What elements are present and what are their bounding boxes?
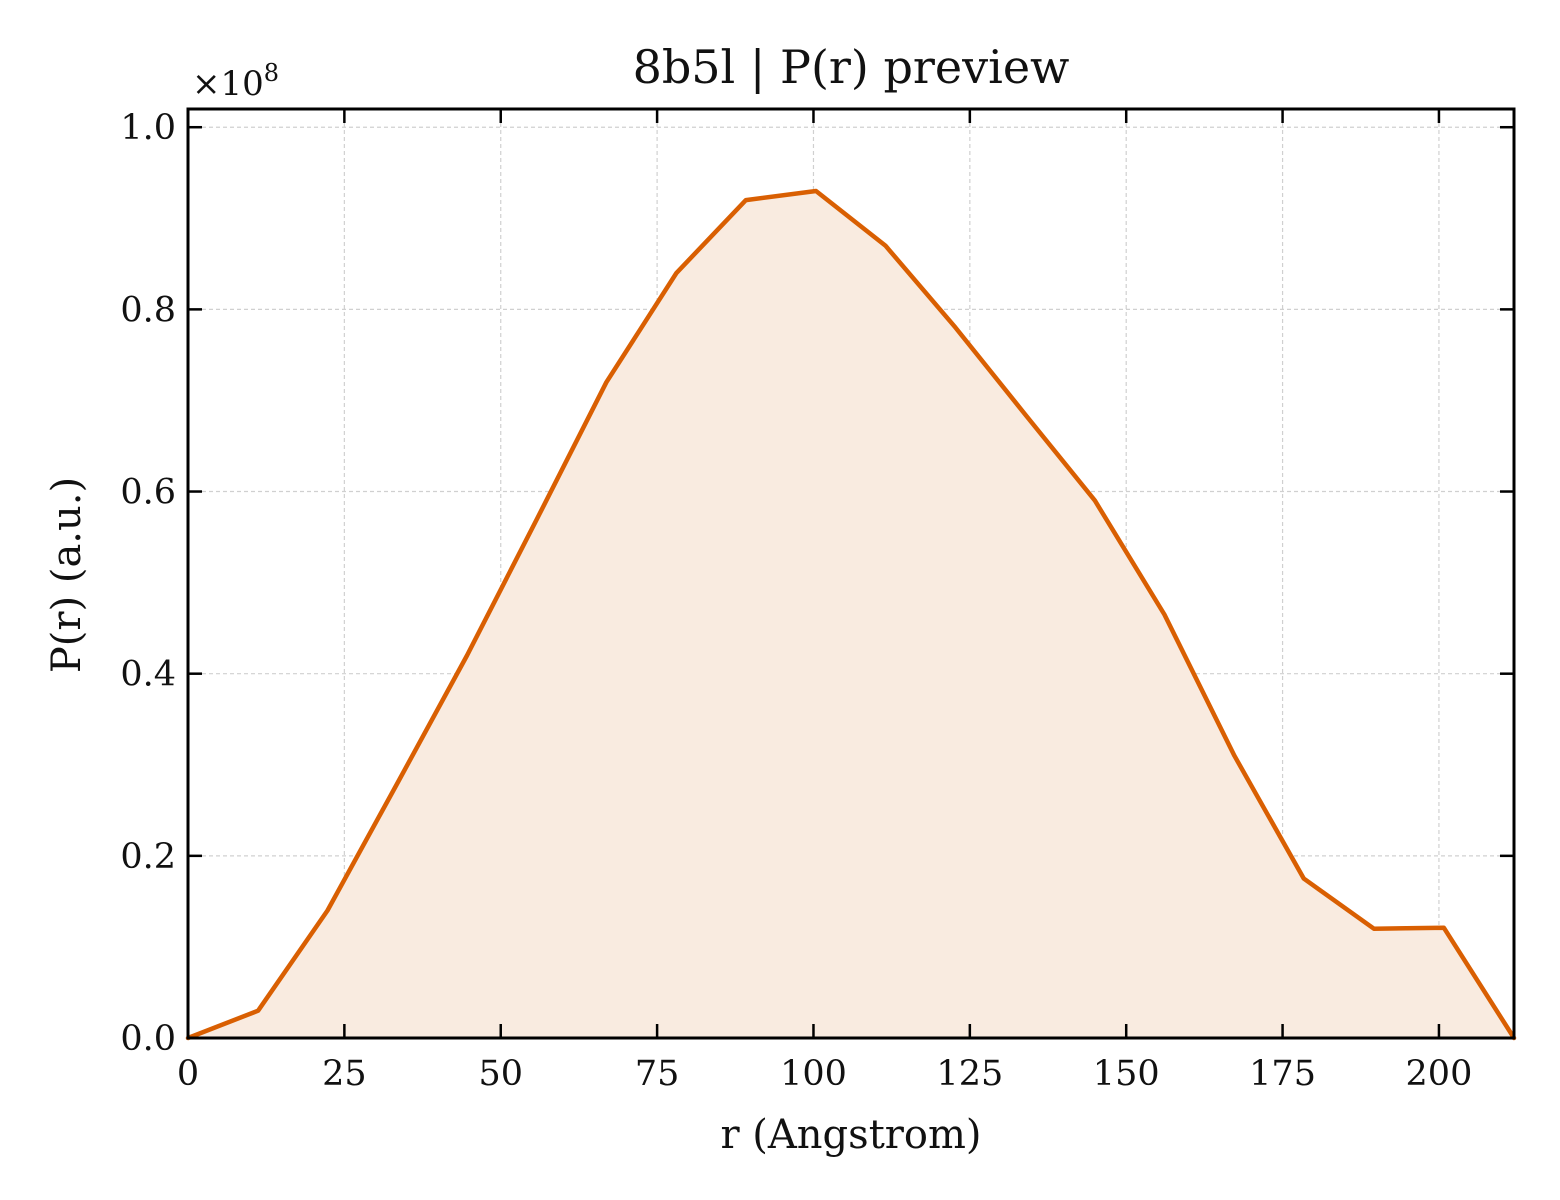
y-tick-label: 0.2	[120, 837, 176, 877]
x-tick-label: 200	[1406, 1054, 1473, 1094]
y-tick-label: 0.6	[120, 473, 176, 513]
x-tick-label: 175	[1249, 1054, 1316, 1094]
y-axis-offset-label: ×108	[192, 59, 279, 104]
y-axis-label: P(r) (a.u.)	[44, 477, 90, 673]
x-axis-label: r (Angstrom)	[720, 1112, 981, 1158]
series-line	[185, 188, 1517, 1041]
area-layer	[188, 191, 1514, 1038]
x-axis-ticks: 0 25 50 75 100 125 150 175 200	[177, 109, 1472, 1094]
x-tick-label: 150	[1093, 1054, 1160, 1094]
series-area-fill	[188, 191, 1514, 1038]
x-tick-label: 125	[936, 1054, 1003, 1094]
y-tick-label: 0.0	[120, 1019, 176, 1059]
y-tick-label: 0.8	[120, 290, 176, 330]
chart-title: 8b5l | P(r) preview	[633, 40, 1070, 94]
offset-exponent: 8	[264, 59, 279, 87]
line-layer	[185, 188, 1517, 1041]
x-tick-label: 75	[635, 1054, 680, 1094]
y-axis-ticks: 0.0 0.2 0.4 0.6 0.8 1.0	[120, 108, 1514, 1059]
x-tick-label: 0	[177, 1054, 199, 1094]
y-tick-label: 0.4	[120, 655, 176, 695]
x-tick-label: 100	[780, 1054, 847, 1094]
y-tick-label: 1.0	[120, 108, 176, 148]
plot-frame	[186, 107, 1516, 1040]
x-tick-label: 50	[478, 1054, 523, 1094]
offset-base: ×10	[192, 64, 264, 104]
x-tick-label: 25	[322, 1054, 367, 1094]
